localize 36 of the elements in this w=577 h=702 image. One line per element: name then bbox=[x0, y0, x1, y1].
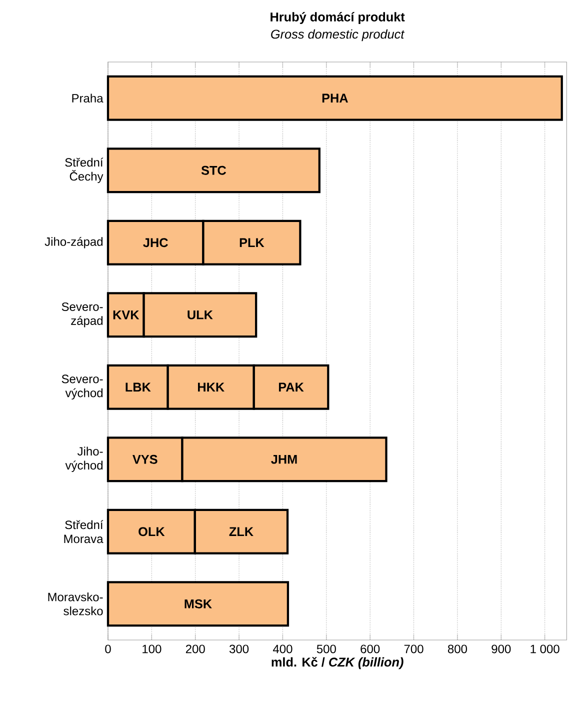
series-label: LBK bbox=[126, 382, 151, 392]
x-tick-label: 800 bbox=[448, 644, 467, 654]
series-label: PHA bbox=[322, 94, 348, 102]
x-tick-label: 400 bbox=[272, 644, 292, 654]
y-tick-label: Praha bbox=[72, 94, 104, 103]
series-label: JHC bbox=[143, 238, 168, 248]
y-tick-label: Jiho-východ bbox=[65, 446, 103, 472]
x-tick-label: 300 bbox=[229, 644, 249, 654]
series-label: JHM bbox=[271, 454, 297, 464]
x-tick-label: 1 000 bbox=[530, 644, 560, 654]
x-tick-label: 200 bbox=[186, 644, 205, 654]
y-tick-label: Severo-západ bbox=[62, 302, 103, 328]
x-tick-label: 600 bbox=[360, 644, 380, 654]
x-axis-title: mld. Kč / CZK (billion) bbox=[272, 657, 404, 670]
x-tick-label: 0 bbox=[105, 644, 111, 654]
y-tick-label: Střední Čechy bbox=[65, 158, 104, 184]
series-label: STC bbox=[201, 166, 226, 175]
x-tick-label: 100 bbox=[142, 644, 162, 654]
series-label: PLK bbox=[240, 238, 264, 247]
x-tick-label: 900 bbox=[492, 644, 511, 654]
y-tick-label: Severo-východ bbox=[62, 374, 103, 400]
chart-subtitle: Gross domestic product bbox=[271, 29, 405, 42]
series-label: ULK bbox=[188, 310, 213, 320]
series-label: KVK bbox=[113, 310, 140, 320]
y-tick-label: Moravsko-slezsko bbox=[48, 592, 103, 616]
series-label: HKK bbox=[198, 382, 224, 392]
chart-title: Hrubý domácí produkt bbox=[270, 12, 405, 24]
series-label: MSK bbox=[184, 599, 212, 608]
series-label: PAK bbox=[278, 382, 304, 392]
series-label: OLK bbox=[138, 527, 165, 536]
x-tick-label: 700 bbox=[404, 644, 424, 654]
y-tick-label: Jiho-západ bbox=[44, 236, 102, 248]
x-tick-label: 500 bbox=[316, 644, 336, 654]
y-tick-label: Střední Morava bbox=[64, 520, 104, 544]
series-label: ZLK bbox=[229, 527, 254, 536]
series-label: VYS bbox=[132, 454, 158, 464]
